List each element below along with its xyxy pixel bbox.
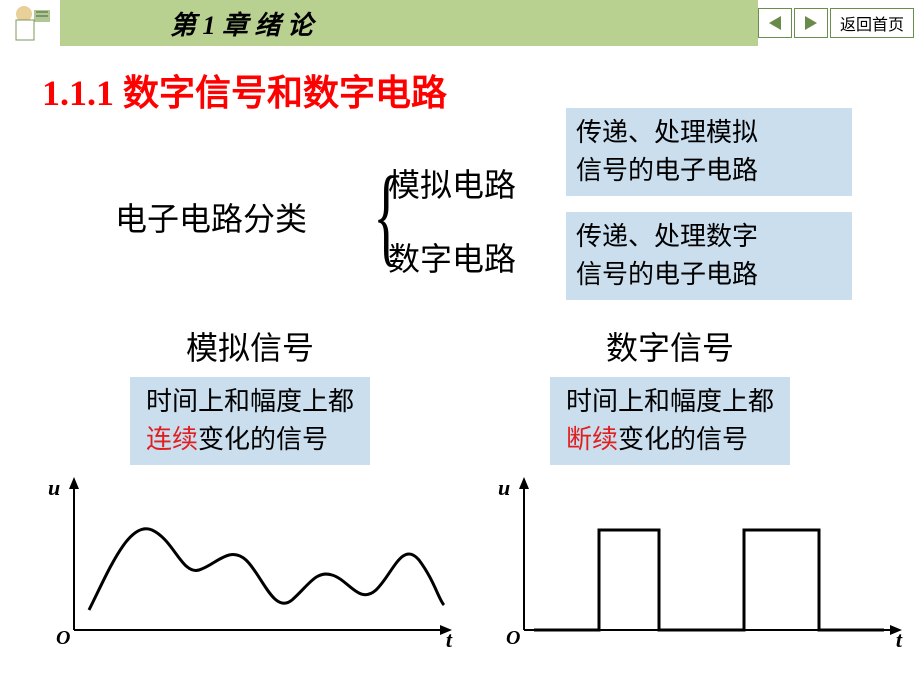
y-axis-label: u <box>48 475 60 501</box>
branch-analog: 模拟电路 <box>388 160 516 206</box>
desc-line: 传递、处理模拟 <box>576 114 842 152</box>
origin-label: O <box>506 627 520 650</box>
y-axis-label: u <box>498 475 510 501</box>
charts-row: u O t u O t <box>0 475 920 655</box>
analog-waveform <box>34 475 454 655</box>
desc-line: 时间上和幅度上都 <box>566 383 774 421</box>
origin-label: O <box>56 627 70 650</box>
desc-suffix: 变化的信号 <box>198 425 328 454</box>
emphasis: 断续 <box>566 425 618 454</box>
digital-signal-col: 数字信号 时间上和幅度上都 断续变化的信号 <box>460 323 880 465</box>
home-button[interactable]: 返回首页 <box>830 8 914 38</box>
nav-buttons: 返回首页 <box>758 0 920 46</box>
digital-signal-desc: 时间上和幅度上都 断续变化的信号 <box>550 377 790 465</box>
classification-area: 电子电路分类 { 模拟电路 数字电路 传递、处理模拟 信号的电子电路 传递、处理… <box>0 116 920 321</box>
desc-suffix: 变化的信号 <box>618 425 748 454</box>
scientist-icon <box>6 2 54 44</box>
desc-line: 信号的电子电路 <box>576 152 842 190</box>
digital-chart: u O t <box>484 475 904 655</box>
logo-area <box>0 0 60 46</box>
triangle-right-icon <box>801 13 821 33</box>
desc-line: 连续变化的信号 <box>146 421 354 459</box>
analog-chart: u O t <box>34 475 454 655</box>
home-label: 返回首页 <box>840 11 904 35</box>
classify-root: 电子电路分类 <box>115 194 307 240</box>
desc-digital-circuit: 传递、处理数字 信号的电子电路 <box>566 212 852 300</box>
next-button[interactable] <box>794 8 828 38</box>
analog-signal-title: 模拟信号 <box>186 323 314 369</box>
title-bar: 第 1 章 绪 论 <box>60 0 758 46</box>
digital-waveform <box>484 475 904 655</box>
emphasis: 连续 <box>146 425 198 454</box>
analog-signal-col: 模拟信号 时间上和幅度上都 连续变化的信号 <box>40 323 460 465</box>
desc-line: 断续变化的信号 <box>566 421 774 459</box>
desc-line: 时间上和幅度上都 <box>146 383 354 421</box>
desc-analog-circuit: 传递、处理模拟 信号的电子电路 <box>566 108 852 196</box>
header-bar: 第 1 章 绪 论 返回首页 <box>0 0 920 46</box>
desc-line: 传递、处理数字 <box>576 218 842 256</box>
x-axis-label: t <box>446 627 452 653</box>
desc-line: 信号的电子电路 <box>576 256 842 294</box>
prev-button[interactable] <box>758 8 792 38</box>
digital-signal-title: 数字信号 <box>606 323 734 369</box>
triangle-left-icon <box>765 13 785 33</box>
analog-signal-desc: 时间上和幅度上都 连续变化的信号 <box>130 377 370 465</box>
branch-digital: 数字电路 <box>388 234 516 280</box>
chapter-title: 第 1 章 绪 论 <box>170 5 313 42</box>
x-axis-label: t <box>896 627 902 653</box>
signal-row: 模拟信号 时间上和幅度上都 连续变化的信号 数字信号 时间上和幅度上都 断续变化… <box>0 323 920 465</box>
